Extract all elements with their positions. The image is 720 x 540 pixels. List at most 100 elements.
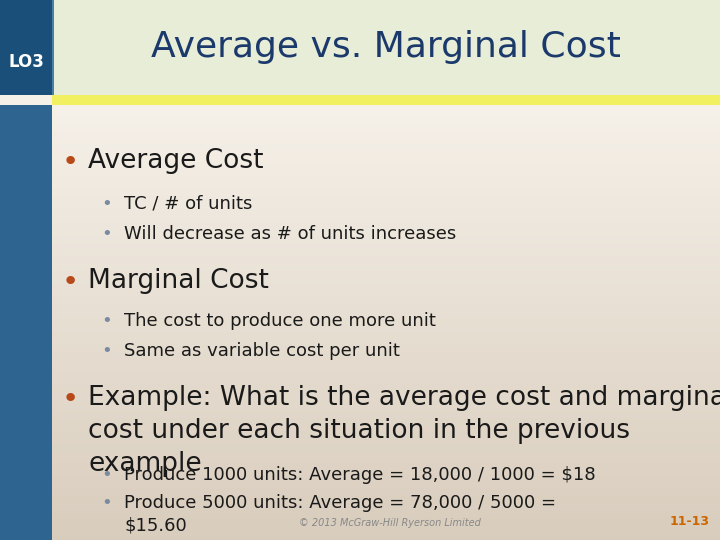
Bar xyxy=(0,105,52,110)
Bar xyxy=(0,205,52,211)
Bar xyxy=(0,379,52,384)
Text: Example: What is the average cost and marginal
cost under each situation in the : Example: What is the average cost and ma… xyxy=(88,385,720,477)
Bar xyxy=(0,470,52,476)
Bar xyxy=(0,431,52,437)
Bar xyxy=(52,136,720,141)
Bar xyxy=(0,357,52,363)
Bar xyxy=(0,479,52,484)
Text: •: • xyxy=(61,268,78,296)
Bar xyxy=(52,510,720,515)
Bar xyxy=(52,222,720,228)
Bar xyxy=(0,123,52,128)
Bar xyxy=(52,271,720,275)
Bar xyxy=(52,488,720,493)
Bar xyxy=(52,427,720,432)
Bar xyxy=(0,222,52,228)
Bar xyxy=(0,144,52,150)
Bar xyxy=(52,261,720,267)
Bar xyxy=(52,327,720,332)
Bar xyxy=(52,496,720,502)
Bar xyxy=(0,427,52,432)
Bar xyxy=(0,318,52,323)
Bar xyxy=(0,231,52,237)
Bar xyxy=(52,114,720,119)
Bar xyxy=(0,483,52,489)
Bar xyxy=(0,457,52,463)
Bar xyxy=(52,340,720,345)
Bar xyxy=(52,131,720,137)
Bar xyxy=(52,370,720,376)
Text: 11-13: 11-13 xyxy=(670,515,710,528)
Bar xyxy=(52,201,720,206)
Bar xyxy=(0,109,52,114)
Bar xyxy=(0,345,52,349)
Bar xyxy=(52,166,720,171)
Bar xyxy=(0,279,52,285)
Bar xyxy=(52,127,720,132)
Bar xyxy=(0,436,52,441)
Text: Marginal Cost: Marginal Cost xyxy=(88,268,269,294)
Bar xyxy=(52,449,720,454)
Bar xyxy=(52,396,720,402)
Bar xyxy=(52,248,720,254)
Bar xyxy=(52,240,720,245)
Bar xyxy=(52,335,720,341)
Bar xyxy=(0,444,52,450)
Bar xyxy=(52,436,720,441)
Bar xyxy=(52,183,720,188)
Bar xyxy=(52,275,720,280)
Bar xyxy=(52,453,720,458)
Bar xyxy=(0,501,52,506)
Bar xyxy=(0,235,52,241)
Bar xyxy=(0,131,52,137)
Bar xyxy=(52,253,720,258)
Bar xyxy=(52,309,720,315)
Bar xyxy=(0,187,52,193)
Bar xyxy=(0,440,52,445)
Bar xyxy=(52,314,720,319)
Bar xyxy=(0,453,52,458)
Text: Produce 1000 units: Average = 18,000 / 1000 = $18: Produce 1000 units: Average = 18,000 / 1… xyxy=(124,466,595,484)
Bar xyxy=(0,248,52,254)
Bar xyxy=(0,118,52,124)
Text: •: • xyxy=(102,225,112,243)
Bar xyxy=(52,284,720,289)
Bar xyxy=(0,0,720,95)
Bar xyxy=(0,140,52,145)
Bar xyxy=(0,0,52,95)
Bar xyxy=(0,271,52,275)
Bar xyxy=(0,375,52,380)
Bar xyxy=(52,475,720,480)
Text: •: • xyxy=(102,494,112,512)
Text: © 2013 McGraw-Hill Ryerson Limited: © 2013 McGraw-Hill Ryerson Limited xyxy=(299,518,481,528)
Bar xyxy=(0,401,52,406)
Bar xyxy=(0,244,52,249)
Bar xyxy=(52,148,720,154)
Bar xyxy=(0,201,52,206)
Bar xyxy=(52,536,720,540)
Bar xyxy=(52,170,720,176)
Bar xyxy=(0,218,52,224)
Text: Average vs. Marginal Cost: Average vs. Marginal Cost xyxy=(151,30,621,64)
Bar xyxy=(52,231,720,237)
Bar xyxy=(52,431,720,437)
Bar xyxy=(0,284,52,289)
Bar xyxy=(0,409,52,415)
Bar xyxy=(0,296,52,302)
Text: •: • xyxy=(102,342,112,360)
Text: Will decrease as # of units increases: Will decrease as # of units increases xyxy=(124,225,456,243)
Bar xyxy=(0,210,52,215)
Bar xyxy=(0,309,52,315)
Bar xyxy=(52,457,720,463)
Bar xyxy=(0,396,52,402)
Bar xyxy=(52,161,720,167)
Bar xyxy=(52,279,720,285)
Bar xyxy=(0,449,52,454)
Bar xyxy=(0,531,52,537)
Text: Same as variable cost per unit: Same as variable cost per unit xyxy=(124,342,400,360)
Text: •: • xyxy=(61,148,78,176)
Bar xyxy=(0,475,52,480)
Bar xyxy=(52,392,720,397)
Bar xyxy=(52,362,720,367)
Bar xyxy=(0,305,52,310)
